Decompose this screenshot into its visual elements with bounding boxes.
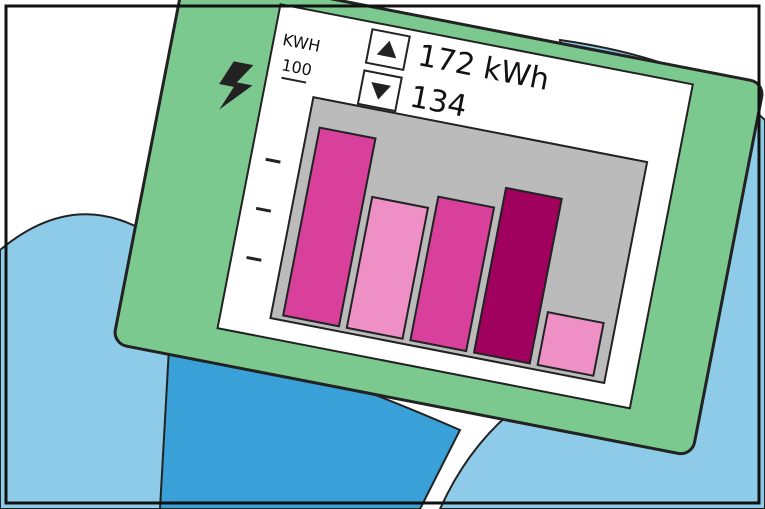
bar (536, 310, 605, 377)
y-tick (281, 76, 307, 84)
device: 172 kWh 134 KWH 100 (113, 0, 764, 456)
bolt-icon (219, 61, 254, 110)
frame (4, 4, 761, 505)
up-arrow (376, 40, 397, 59)
axis-dash (265, 157, 281, 164)
axis-dash (255, 206, 272, 213)
bar (282, 126, 377, 328)
bar (472, 186, 563, 365)
bar (345, 195, 430, 340)
bar (409, 195, 496, 353)
axis-dash (246, 255, 262, 262)
down-arrow (371, 81, 391, 100)
